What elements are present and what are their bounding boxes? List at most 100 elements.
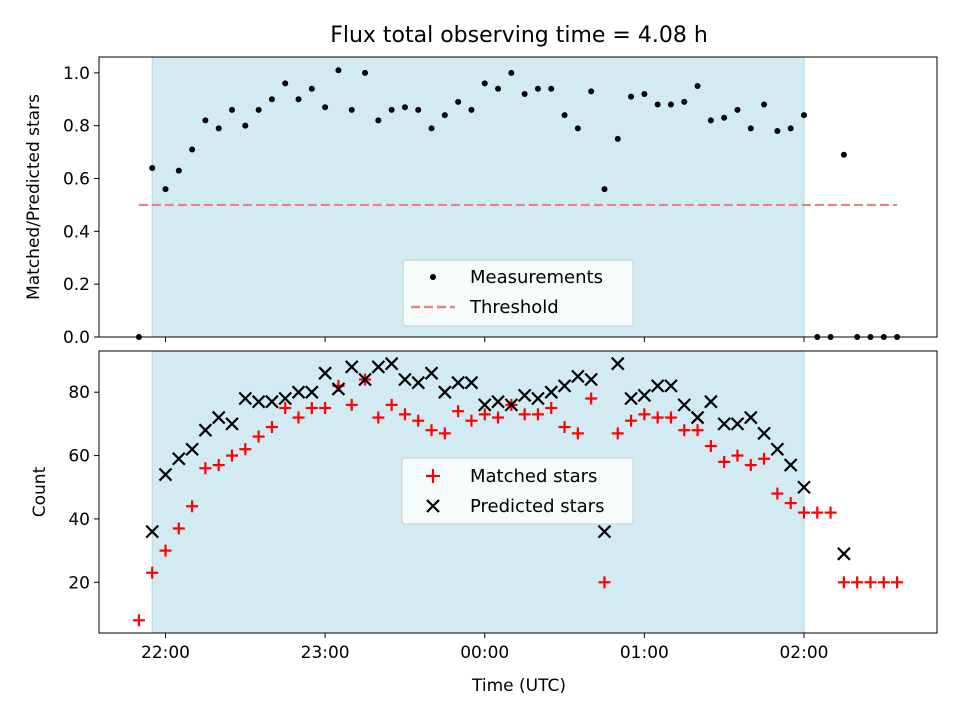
matched-star-point xyxy=(784,497,797,510)
legend-measurements-label: Measurements xyxy=(470,267,603,288)
predicted-star-point xyxy=(158,467,173,482)
legend-matched-marker xyxy=(426,469,440,483)
matched-star-point xyxy=(518,408,531,421)
predicted-star-point xyxy=(557,379,572,393)
predicted-star-point xyxy=(238,391,253,406)
predicted-star-stroke-b xyxy=(837,547,851,561)
ratio-y-tick-label: 0.2 xyxy=(63,275,90,295)
measurement-point xyxy=(601,186,608,193)
predicted-star-stroke-b xyxy=(358,372,372,387)
legend-matched-label: Matched stars xyxy=(470,466,597,487)
ratio-y-axis-label: Matched/Predicted stars xyxy=(24,94,44,300)
measurement-point xyxy=(481,80,488,87)
matched-star-point xyxy=(186,500,199,513)
predicted-star-point xyxy=(145,524,159,539)
matched-star-point xyxy=(531,408,544,421)
predicted-star-point xyxy=(770,442,785,457)
legend-measurements-marker xyxy=(430,274,436,280)
matched-star-point xyxy=(425,424,438,437)
matched-star-point xyxy=(398,408,411,421)
matched-star-point xyxy=(319,402,332,415)
predicted-star-point xyxy=(783,458,798,472)
legend-predicted-marker xyxy=(426,499,440,513)
predicted-star-point xyxy=(491,394,505,409)
predicted-star-stroke-b xyxy=(344,360,359,374)
predicted-star-stroke-b xyxy=(650,379,665,393)
predicted-star-point xyxy=(398,372,412,387)
measurement-point xyxy=(202,117,209,124)
predicted-star-point xyxy=(584,372,598,387)
predicted-star-stroke-b xyxy=(571,369,585,384)
ratio-y-tick-label: 1.0 xyxy=(63,64,90,84)
measurement-point xyxy=(348,106,355,113)
count-y-tick-label: 40 xyxy=(68,510,90,530)
measurement-point xyxy=(375,117,382,124)
matched-star-point xyxy=(292,411,305,424)
matched-star-point xyxy=(877,576,890,589)
predicted-star-stroke-b xyxy=(158,467,173,482)
count-y-axis-label: Count xyxy=(30,466,50,517)
ratio-panel: 0.0 0.2 0.4 0.6 0.8 1.0 Matched/Predicted sta… xyxy=(24,56,938,348)
predicted-star-point xyxy=(331,382,346,396)
predicted-star-stroke-b xyxy=(225,417,239,431)
measurement-point xyxy=(534,85,541,92)
ratio-y-tick-label: 0.0 xyxy=(63,328,90,348)
matched-star-point xyxy=(731,449,744,462)
matched-star-point xyxy=(279,402,292,415)
matched-star-point xyxy=(625,414,638,427)
predicted-star-stroke-b xyxy=(438,385,452,399)
predicted-star-stroke-b xyxy=(398,372,412,387)
matched-star-point xyxy=(718,455,731,468)
predicted-star-point xyxy=(610,356,625,371)
predicted-star-point xyxy=(464,375,479,390)
measurement-point xyxy=(428,125,435,132)
measurement-point xyxy=(388,106,395,113)
matched-star-point xyxy=(678,424,691,437)
measurement-point xyxy=(548,85,555,92)
matched-star-point xyxy=(611,427,624,440)
matched-star-point xyxy=(771,487,784,500)
measurement-point xyxy=(787,125,794,132)
x-tick-label: 23:00 xyxy=(301,643,350,663)
predicted-star-stroke-b xyxy=(318,366,332,380)
matched-star-point xyxy=(571,427,584,440)
matched-star-point xyxy=(811,506,824,519)
predicted-star-point xyxy=(172,451,186,466)
predicted-star-stroke-b xyxy=(265,394,279,409)
x-tick-label: 01:00 xyxy=(620,643,669,663)
matched-star-point xyxy=(172,522,185,535)
predicted-star-point xyxy=(544,385,559,399)
matched-star-point xyxy=(452,405,465,418)
predicted-star-stroke-b xyxy=(464,375,479,390)
matched-star-point xyxy=(837,576,850,589)
predicted-star-stroke-b xyxy=(597,524,612,539)
predicted-star-stroke-b xyxy=(544,385,559,399)
predicted-star-point xyxy=(211,410,226,425)
measurement-point xyxy=(681,98,688,105)
predicted-star-stroke-b xyxy=(331,382,346,396)
predicted-star-point xyxy=(704,394,718,409)
legend-predicted-label: Predicted stars xyxy=(470,496,604,517)
predicted-star-stroke-b xyxy=(664,379,678,393)
measurement-point xyxy=(322,104,329,111)
measurement-point xyxy=(162,186,169,193)
predicted-star-point xyxy=(305,385,319,399)
matched-star-point xyxy=(558,421,571,434)
measurement-point xyxy=(335,67,342,74)
matched-star-point xyxy=(159,544,172,557)
matched-star-point xyxy=(199,462,212,475)
predicted-star-stroke-b xyxy=(757,426,771,441)
predicted-star-point xyxy=(743,410,758,425)
predicted-star-stroke-b xyxy=(145,524,159,539)
measurement-point xyxy=(734,106,741,113)
matched-star-point xyxy=(545,402,558,415)
predicted-star-point xyxy=(757,426,771,441)
predicted-star-point xyxy=(690,410,705,425)
predicted-star-point xyxy=(411,375,426,390)
measurement-point xyxy=(455,98,462,105)
x-tick-label: 00:00 xyxy=(460,643,509,663)
measurement-point xyxy=(255,106,262,113)
matched-star-point xyxy=(598,576,611,589)
measurement-point xyxy=(441,112,448,119)
